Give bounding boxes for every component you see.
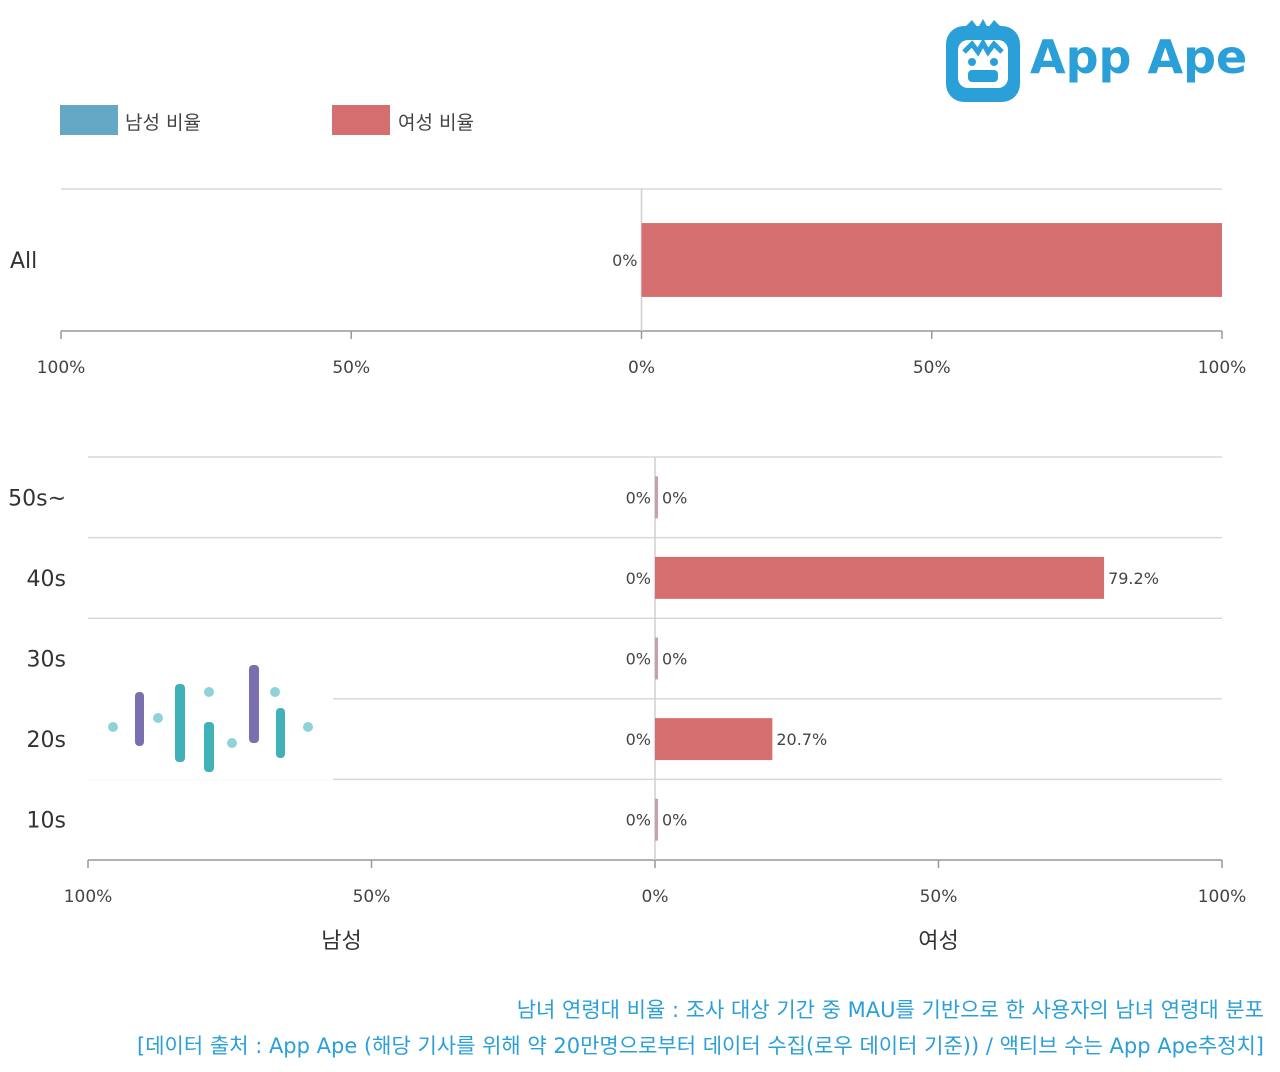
female-data-label: 0% — [662, 488, 687, 507]
brand-name: App Ape — [1030, 30, 1248, 84]
male-data-label: 0% — [612, 251, 637, 270]
male-data-label: 0% — [626, 650, 651, 669]
legend-swatch-female — [332, 105, 390, 135]
x-tick-label: 50% — [353, 887, 391, 907]
all-gender-ratio-chart: 100% 50% 0% 50% 100% All 0% — [10, 188, 1247, 378]
legend-swatch-male — [60, 105, 118, 135]
female-data-label: 20.7% — [776, 730, 827, 749]
female-bar — [655, 718, 773, 761]
legend-label-male: 남성 비율 — [125, 112, 201, 134]
category-label: 20s — [27, 728, 66, 753]
male-data-label: 0% — [626, 488, 651, 507]
x-tick-label: 50% — [913, 358, 951, 378]
category-label: 50s~ — [8, 486, 66, 511]
male-data-label: 0% — [626, 730, 651, 749]
category-label: 40s — [27, 567, 66, 592]
female-bar — [641, 223, 1222, 297]
x-tick-label: 100% — [37, 358, 86, 378]
x-axis-title-female: 여성 — [918, 929, 958, 954]
x-tick-label: 100% — [64, 887, 113, 907]
category-label: 10s — [27, 809, 66, 834]
x-axis-title-male: 남성 — [321, 929, 361, 954]
x-tick-label: 50% — [332, 358, 370, 378]
female-data-label: 0% — [662, 650, 687, 669]
male-data-label: 0% — [626, 811, 651, 830]
female-bar — [655, 556, 1105, 599]
female-data-label: 79.2% — [1108, 569, 1159, 588]
category-label: 30s — [27, 648, 66, 673]
audio-wave-icon — [108, 665, 313, 772]
ape-face-icon — [946, 19, 1020, 102]
footer-description: 남녀 연령대 비율 : 조사 대상 기간 중 MAU를 기반으로 한 사용자의 … — [516, 998, 1264, 1022]
female-bar — [655, 798, 658, 841]
legend-label-female: 여성 비율 — [398, 112, 474, 134]
x-tick-label: 100% — [1198, 358, 1247, 378]
female-bar — [655, 637, 658, 680]
female-bar — [655, 476, 658, 519]
x-tick-label: 50% — [920, 887, 958, 907]
age-gender-ratio-chart: 100% 50% 0% 50% 100% 50s~ 0% 0% 40s 0% 79.2% 30s 0% 0… — [8, 456, 1247, 954]
x-tick-label: 0% — [628, 358, 655, 378]
app-ape-logo — [944, 18, 1022, 104]
category-label: All — [10, 249, 37, 274]
footer-source: [데이터 출처 : App Ape (해당 기사를 위해 약 20만명으로부터 … — [137, 1034, 1264, 1058]
female-data-label: 0% — [662, 811, 687, 830]
x-tick-label: 0% — [642, 887, 669, 907]
x-tick-label: 100% — [1198, 887, 1247, 907]
waveform-decoration — [88, 620, 333, 780]
male-data-label: 0% — [626, 569, 651, 588]
